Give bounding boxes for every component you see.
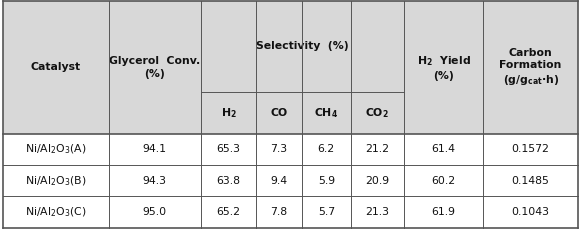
Text: 0.1572: 0.1572 <box>512 144 550 154</box>
Text: 21.3: 21.3 <box>365 207 389 217</box>
Text: $\mathregular{CO_2}$: $\mathregular{CO_2}$ <box>365 106 389 120</box>
Text: 94.3: 94.3 <box>143 176 167 186</box>
Text: Glycerol  Conv.
(%): Glycerol Conv. (%) <box>109 56 200 79</box>
Text: 61.9: 61.9 <box>432 207 456 217</box>
Bar <box>351 92 404 134</box>
Text: $\mathregular{H_2}$: $\mathregular{H_2}$ <box>221 106 236 120</box>
Text: 21.2: 21.2 <box>365 144 389 154</box>
Text: 94.1: 94.1 <box>143 144 167 154</box>
Bar <box>404 1 483 134</box>
Text: 60.2: 60.2 <box>432 176 456 186</box>
Text: 5.9: 5.9 <box>318 176 335 186</box>
Text: $\mathregular{H_2}$  Yield
(%): $\mathregular{H_2}$ Yield (%) <box>417 54 471 81</box>
Bar <box>483 1 578 134</box>
Text: Selectivity  (%): Selectivity (%) <box>256 41 349 52</box>
Text: 95.0: 95.0 <box>143 207 167 217</box>
Text: 9.4: 9.4 <box>271 176 288 186</box>
Text: 0.1043: 0.1043 <box>512 207 550 217</box>
Text: 7.3: 7.3 <box>271 144 288 154</box>
Text: 5.7: 5.7 <box>318 207 335 217</box>
Text: 6.2: 6.2 <box>318 144 335 154</box>
Text: $\mathregular{Ni/Al_2O_3}$(B): $\mathregular{Ni/Al_2O_3}$(B) <box>25 174 87 188</box>
Text: 7.8: 7.8 <box>271 207 288 217</box>
Text: 63.8: 63.8 <box>217 176 241 186</box>
Bar <box>302 92 351 134</box>
Text: 20.9: 20.9 <box>365 176 389 186</box>
Bar <box>256 92 302 134</box>
Text: $\mathregular{Ni/Al_2O_3}$(C): $\mathregular{Ni/Al_2O_3}$(C) <box>25 205 87 219</box>
Bar <box>3 134 578 165</box>
Text: 61.4: 61.4 <box>432 144 456 154</box>
Bar <box>201 92 256 134</box>
Text: 65.2: 65.2 <box>217 207 241 217</box>
Bar <box>201 1 404 92</box>
Text: $\mathregular{CH_4}$: $\mathregular{CH_4}$ <box>314 106 338 120</box>
Bar <box>3 165 578 196</box>
Bar <box>3 196 578 228</box>
Text: $\mathregular{Ni/Al_2O_3}$(A): $\mathregular{Ni/Al_2O_3}$(A) <box>25 143 87 156</box>
Text: Carbon
Formation
($\mathregular{g/g_{cat}}$·h): Carbon Formation ($\mathregular{g/g_{cat… <box>500 48 562 87</box>
Text: 0.1485: 0.1485 <box>512 176 550 186</box>
Bar <box>3 1 109 134</box>
Bar <box>109 1 201 134</box>
Text: CO: CO <box>271 108 288 118</box>
Text: Catalyst: Catalyst <box>31 63 81 72</box>
Text: 65.3: 65.3 <box>217 144 241 154</box>
